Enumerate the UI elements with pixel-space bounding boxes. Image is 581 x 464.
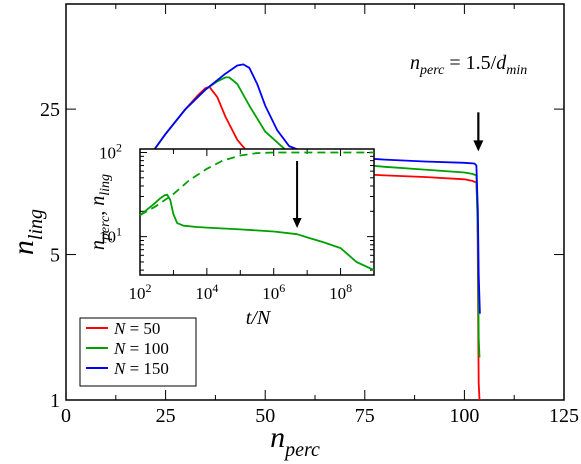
y-tick-label: 1 xyxy=(50,390,60,412)
x-tick-label: 100 xyxy=(449,405,479,427)
svg-text:t/N: t/N xyxy=(246,307,272,329)
svg-text:nperc = 1.5/dmin: nperc = 1.5/dmin xyxy=(410,52,527,78)
x-tick-label: 25 xyxy=(156,405,176,427)
annotation-label: nperc = 1.5/dmin xyxy=(410,52,527,78)
inset-y-tick-label: 102 xyxy=(99,140,122,162)
inset-x-tick-label: 106 xyxy=(262,281,285,303)
x-tick-label: 125 xyxy=(549,405,579,427)
inset-x-tick-label: 102 xyxy=(129,281,152,303)
inset-x-tick-label: 104 xyxy=(195,281,218,303)
y-tick-label: 25 xyxy=(40,99,60,121)
inset-arrow-head xyxy=(292,217,302,228)
legend-label: N = 50 xyxy=(113,319,160,338)
inset-series-n-ling xyxy=(139,193,375,271)
legend-frame xyxy=(79,317,197,387)
x-tick-label: 75 xyxy=(355,405,375,427)
inset-arrow xyxy=(292,161,302,228)
legend-label: N = 100 xyxy=(113,339,169,358)
svg-text:nperc: nperc xyxy=(270,421,320,461)
arrow-head xyxy=(473,140,484,152)
inset-series-n-perc xyxy=(139,151,374,216)
x-tick-label: 50 xyxy=(255,405,275,427)
inset-series xyxy=(139,151,375,271)
main-ylabel: nling xyxy=(7,209,47,255)
legend-label: N = 150 xyxy=(113,359,169,378)
svg-text:nling: nling xyxy=(7,209,47,255)
main-xlabel: nperc xyxy=(270,421,320,461)
annotation-arrow xyxy=(473,112,484,152)
inset-xlabel: t/N xyxy=(246,307,272,329)
y-tick-label: 5 xyxy=(50,245,60,267)
x-tick-label: 0 xyxy=(61,405,71,427)
inset-x-tick-label: 108 xyxy=(329,281,352,303)
svg-text:nperc, nling: nperc, nling xyxy=(87,174,113,250)
inset-ylabel: nperc, nling xyxy=(87,174,113,250)
main-ticks: 0 25 50 75 100 125 1 5 25 xyxy=(40,4,579,427)
inset-plot-frame xyxy=(139,148,375,276)
series-line xyxy=(144,63,481,314)
